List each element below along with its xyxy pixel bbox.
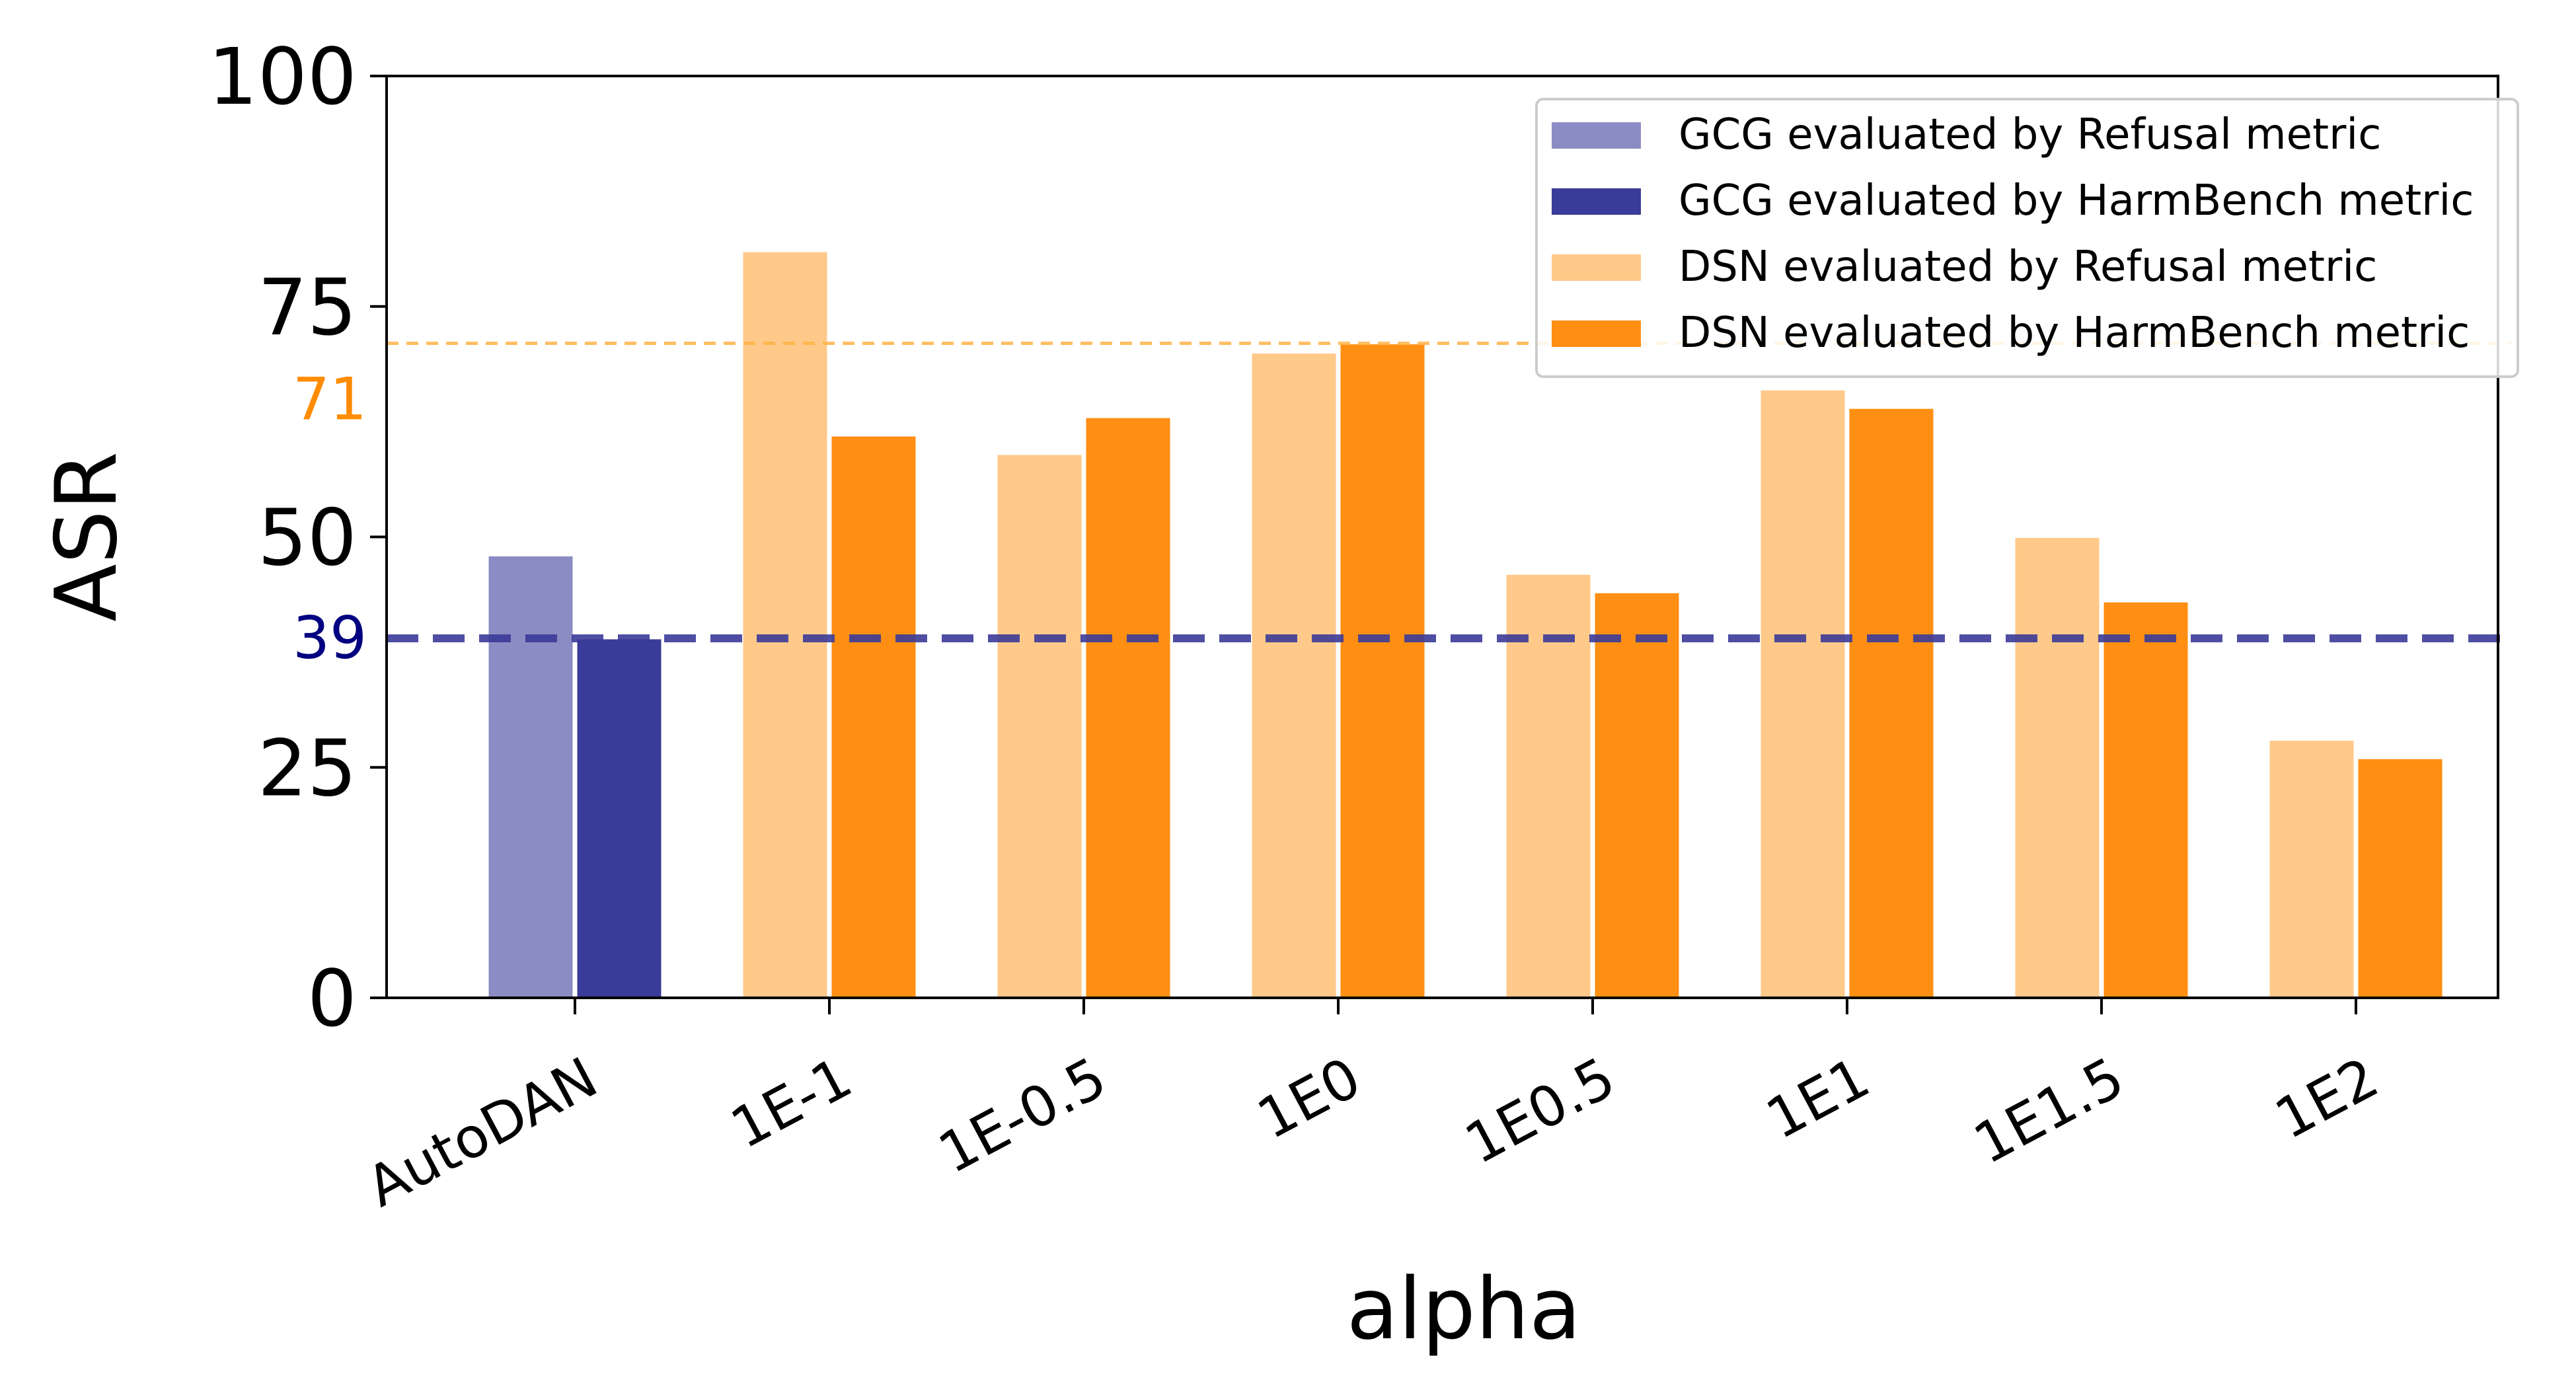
reference-label: 39 — [293, 604, 367, 672]
x-tick-label: 1E-0.5 — [928, 1045, 1117, 1186]
bar-refusal — [1759, 388, 1847, 999]
x-tick-label: AutoDAN — [356, 1045, 607, 1219]
legend-swatch — [1552, 188, 1641, 215]
bar-harmbench — [1847, 406, 1936, 999]
x-tick-label: 1E1.5 — [1963, 1045, 2134, 1176]
legend-label: GCG evaluated by HarmBench metric — [1679, 176, 2474, 225]
reference-lines-group — [387, 342, 2511, 642]
legend: GCG evaluated by Refusal metric GCG evalu… — [1535, 98, 2519, 378]
x-tick-label: 1E0.5 — [1455, 1045, 1625, 1176]
y-tick-label: 25 — [258, 722, 357, 813]
x-tick-label: 1E-1 — [720, 1045, 862, 1161]
y-axis-label: ASR — [38, 451, 136, 622]
y-tick-label: 100 — [208, 31, 357, 122]
bar-refusal — [2267, 738, 2356, 999]
bars-group — [486, 250, 2444, 999]
reference-labels-group: 39 71 — [293, 365, 367, 672]
bar-refusal — [1250, 352, 1338, 999]
bar-harmbench — [1084, 416, 1172, 999]
bar-harmbench — [2102, 600, 2190, 999]
bar-harmbench — [829, 434, 918, 999]
legend-swatch — [1552, 320, 1641, 347]
bar-refusal — [741, 250, 829, 999]
legend-swatch — [1552, 122, 1641, 149]
legend-label: GCG evaluated by Refusal metric — [1679, 110, 2381, 159]
y-tick-label: 75 — [258, 262, 357, 353]
y-tick-label: 0 — [307, 953, 357, 1044]
legend-box — [1535, 98, 2519, 378]
legend-swatch — [1552, 254, 1641, 281]
x-tick-label: 1E1 — [1756, 1045, 1879, 1152]
y-tick-label: 50 — [258, 492, 357, 584]
bar-harmbench — [1338, 342, 1427, 999]
y-ticks-group: 0 25 50 75 100 — [208, 31, 387, 1044]
bar-refusal — [2013, 536, 2102, 999]
bar-refusal — [995, 453, 1084, 999]
x-tick-label: 1E0 — [1247, 1045, 1371, 1152]
x-ticks-group: AutoDAN 1E-1 1E-0.5 1E0 1E0.5 1E1 1E1.5 1E2 — [356, 998, 2388, 1219]
bar-harmbench — [1593, 591, 1681, 999]
legend-label: DSN evaluated by HarmBench metric — [1679, 309, 2470, 358]
bar-harmbench — [575, 637, 663, 999]
bar-refusal — [486, 554, 575, 999]
x-axis-label: alpha — [1347, 1260, 1581, 1359]
legend-label: DSN evaluated by Refusal metric — [1679, 243, 2377, 291]
bar-harmbench — [2356, 757, 2444, 999]
reference-label: 71 — [293, 365, 367, 433]
x-tick-label: 1E2 — [2265, 1045, 2388, 1152]
